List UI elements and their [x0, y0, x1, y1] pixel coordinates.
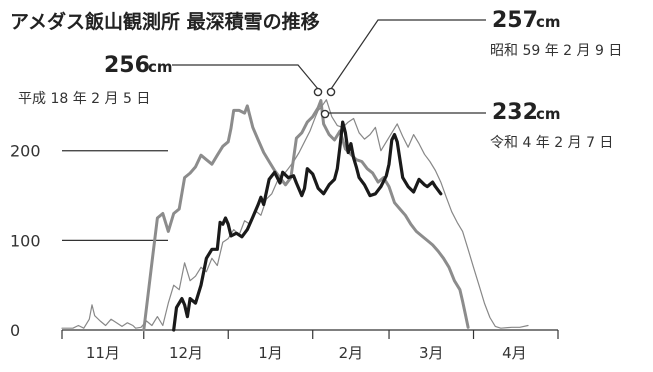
annotation-date: 平成 18 年 2 月 5 日	[18, 91, 150, 107]
x-axis: 11月 12月 1月 2月 3月 4月	[61, 329, 559, 362]
x-month-label: 3月	[419, 344, 444, 362]
annotation-date: 昭和 59 年 2 月 9 日	[490, 43, 622, 59]
peak-marker	[313, 87, 323, 97]
annotation-unit: cm	[536, 105, 561, 123]
y-axis: 0 100 200	[10, 142, 168, 340]
peak-marker	[320, 109, 330, 119]
annotation-value: 257	[492, 8, 538, 33]
annotation-date: 令和 4 年 2 月 7 日	[490, 135, 613, 151]
series-line	[142, 99, 470, 332]
series-line	[61, 99, 529, 329]
annotation-unit: cm	[536, 13, 561, 31]
annotation-value: 256	[104, 53, 150, 78]
y-tick-label: 200	[10, 142, 41, 161]
peak-marker	[326, 87, 336, 97]
x-month-label: 4月	[502, 344, 527, 362]
annotation-leader	[172, 64, 319, 90]
x-month-label: 2月	[339, 344, 364, 362]
y-tick-label: 100	[10, 231, 41, 250]
x-month-label: 1月	[258, 344, 283, 362]
annotation-leader	[330, 19, 486, 90]
x-month-label: 11月	[86, 344, 120, 362]
y-tick-label: 0	[10, 321, 20, 340]
x-month-label: 12月	[169, 344, 203, 362]
series-line	[172, 120, 443, 332]
chart-title: アメダス飯山観測所 最深積雪の推移	[10, 10, 320, 33]
annotation-value: 232	[492, 100, 538, 125]
annotation-unit: cm	[148, 58, 173, 76]
series-layer	[61, 99, 529, 332]
